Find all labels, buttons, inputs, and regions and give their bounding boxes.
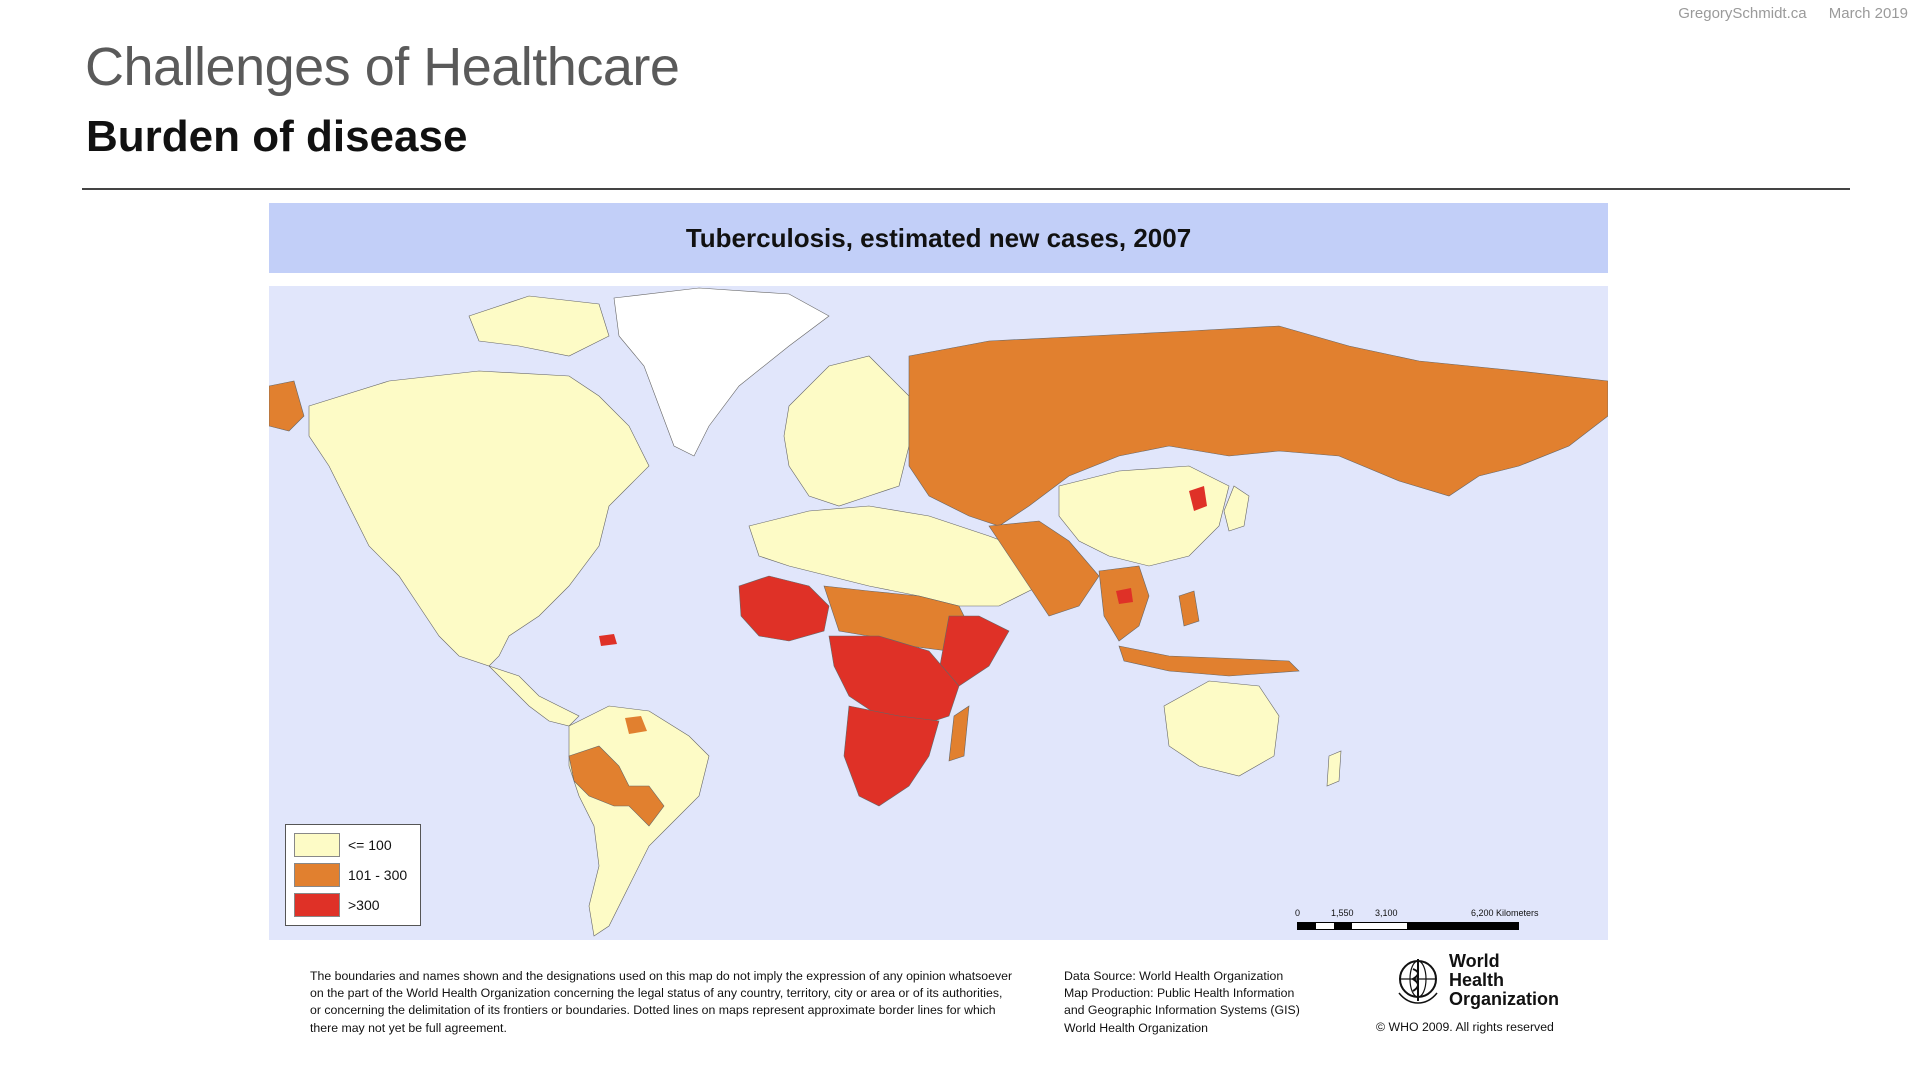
map-legend: <= 100 101 - 300 >300 — [285, 824, 421, 926]
source-line: World Health Organization — [1064, 1020, 1208, 1035]
data-source: Data Source: World Health Organization M… — [1064, 968, 1344, 1037]
map-scale-bar: 0 1,550 3,100 6,200 Kilometers — [1285, 908, 1585, 938]
disclaimer-line: on the part of the World Health Organiza… — [310, 986, 1003, 1001]
region-china — [1058, 465, 1230, 567]
region-australia — [1163, 680, 1280, 777]
who-emblem-icon — [1398, 958, 1438, 1004]
world-map: <= 100 101 - 300 >300 0 1,550 3,100 6,20… — [269, 286, 1608, 940]
region-north-america — [308, 370, 650, 667]
region-central-america — [488, 665, 580, 727]
region-europe — [783, 355, 910, 507]
slide-date: March 2019 — [1828, 5, 1908, 22]
map-title: Tuberculosis, estimated new cases, 2007 — [685, 222, 1192, 253]
region-southern-africa — [843, 705, 940, 807]
site-name: GregorySchmidt.ca — [1678, 5, 1807, 22]
region-indonesia — [1118, 645, 1300, 677]
region-southeast-asia — [1098, 565, 1150, 642]
source-line: Data Source: World Health Organization — [1064, 969, 1284, 983]
region-guyana — [625, 716, 647, 734]
region-north-korea — [1189, 486, 1207, 511]
map-disclaimer: The boundaries and names shown and the d… — [310, 968, 1050, 1037]
region-philippines — [1178, 590, 1200, 627]
scale-tick-0: 0 — [1295, 908, 1301, 918]
region-new-zealand — [1326, 750, 1342, 787]
who-logo: World Health Organization — [1395, 952, 1559, 1009]
scale-bar — [1297, 922, 1519, 930]
slide-meta: GregorySchmidt.ca March 2019 — [1660, 5, 1908, 22]
world-map-svg — [269, 287, 1608, 937]
source-line: and Geographic Information Systems (GIS) — [1064, 1003, 1300, 1018]
legend-swatch-low — [294, 833, 340, 857]
title-divider — [82, 188, 1850, 190]
region-peru-bolivia — [568, 745, 665, 827]
region-chukotka-west — [269, 380, 305, 432]
scale-tick-3: 6,200 Kilometers — [1471, 908, 1539, 918]
disclaimer-line: or concerning the delimitation of its fr… — [310, 1003, 996, 1018]
region-north-africa-middle-east — [748, 505, 1040, 607]
region-south-asia — [988, 520, 1100, 617]
region-greenland — [613, 287, 830, 457]
region-russia — [908, 325, 1608, 527]
legend-label-high: >300 — [348, 897, 380, 913]
page-subtitle: Burden of disease — [86, 112, 468, 161]
region-japan — [1223, 485, 1250, 532]
legend-label-low: <= 100 — [348, 837, 392, 853]
map-title-banner: Tuberculosis, estimated new cases, 2007 — [269, 203, 1608, 273]
region-south-america — [568, 705, 710, 937]
legend-label-medium: 101 - 300 — [348, 867, 408, 883]
disclaimer-line: The boundaries and names shown and the d… — [310, 969, 1013, 983]
who-name: World Health Organization — [1449, 951, 1560, 1009]
scale-tick-2: 3,100 — [1375, 908, 1398, 918]
who-copyright: © WHO 2009. All rights reserved — [1376, 1020, 1554, 1034]
legend-swatch-medium — [294, 863, 340, 887]
page-title: Challenges of Healthcare — [85, 37, 680, 97]
legend-item-low: <= 100 — [294, 833, 392, 857]
region-haiti — [599, 634, 617, 646]
scale-labels: 0 1,550 3,100 6,200 Kilometers — [1285, 908, 1585, 920]
region-cambodia — [1116, 588, 1133, 604]
region-arctic-islands — [468, 295, 610, 357]
disclaimer-line: there may not yet be full agreement. — [310, 1020, 507, 1035]
scale-tick-1: 1,550 — [1331, 908, 1354, 918]
legend-item-high: >300 — [294, 893, 380, 917]
legend-item-medium: 101 - 300 — [294, 863, 407, 887]
source-line: Map Production: Public Health Informatio… — [1064, 986, 1295, 1001]
region-madagascar — [948, 705, 970, 762]
region-west-africa — [738, 575, 830, 642]
legend-swatch-high — [294, 893, 340, 917]
